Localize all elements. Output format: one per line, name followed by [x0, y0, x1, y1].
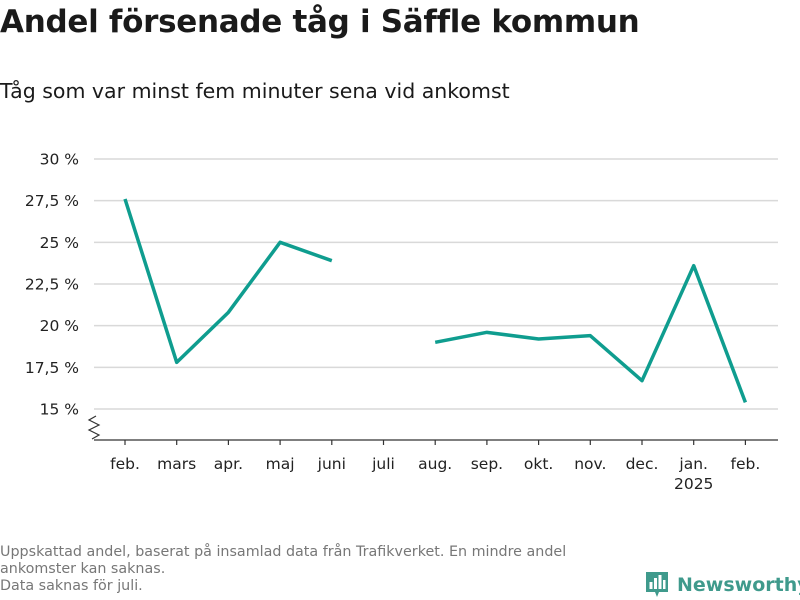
- y-tick-label: 30 %: [40, 151, 79, 169]
- y-tick-label: 22,5 %: [25, 276, 79, 294]
- x-tick-label: mars: [157, 455, 196, 473]
- series-line-segment: [123, 198, 333, 365]
- y-tick-label: 25 %: [40, 234, 79, 252]
- y-axis-tick-labels: 15 % 17,5 % 20 % 22,5 % 25 % 27,5 % 30 %: [25, 151, 79, 419]
- y-tick-label: 15 %: [40, 401, 79, 419]
- x-tick-label: dec.: [626, 455, 659, 473]
- chart-title: Andel försenade tåg i Säffle kommun: [0, 4, 640, 40]
- x-tick-label: aug.: [418, 455, 452, 473]
- x-tick-label: sep.: [471, 455, 503, 473]
- chart-footnote: Uppskattad andel, baserat på insamlad da…: [0, 544, 630, 595]
- brand-name: Newsworthy: [677, 574, 800, 596]
- x-tick-label: feb.: [731, 455, 761, 473]
- line-chart: 15 % 17,5 % 20 % 22,5 % 25 % 27,5 % 30 % feb. m…: [25, 151, 778, 493]
- x-tick-label: nov.: [574, 455, 606, 473]
- footnote-line: Uppskattad andel, baserat på insamlad da…: [0, 544, 567, 577]
- y-tick-label: 17,5 %: [25, 359, 79, 377]
- data-series: [123, 198, 748, 403]
- x-tick-label: jan.: [678, 455, 708, 473]
- x-tick-label: apr.: [214, 455, 243, 473]
- bar-chart-logo-icon: [646, 572, 668, 597]
- x-axis-tick-labels: feb. mars apr. maj juni juli aug. sep. okt. nov. d…: [110, 455, 760, 493]
- series-line-segment: [434, 263, 748, 403]
- x-tick-label: juli: [371, 455, 395, 473]
- x-tick-label: juni: [317, 455, 346, 473]
- gridlines: [94, 158, 778, 410]
- y-tick-label: 20 %: [40, 317, 79, 335]
- x-tick-label: feb.: [110, 455, 140, 473]
- y-tick-label: 27,5 %: [25, 192, 79, 210]
- x-tick-label: okt.: [524, 455, 553, 473]
- newsworthy-logo: Newsworthy: [644, 570, 800, 600]
- footnote-line: Data saknas för juli.: [0, 578, 143, 594]
- axis-break-icon: [87, 415, 101, 440]
- x-tick-label: maj: [266, 455, 295, 473]
- x-tick-sublabel: 2025: [674, 475, 713, 493]
- x-axis: [87, 415, 778, 445]
- chart-subtitle: Tåg som var minst fem minuter sena vid a…: [0, 79, 510, 103]
